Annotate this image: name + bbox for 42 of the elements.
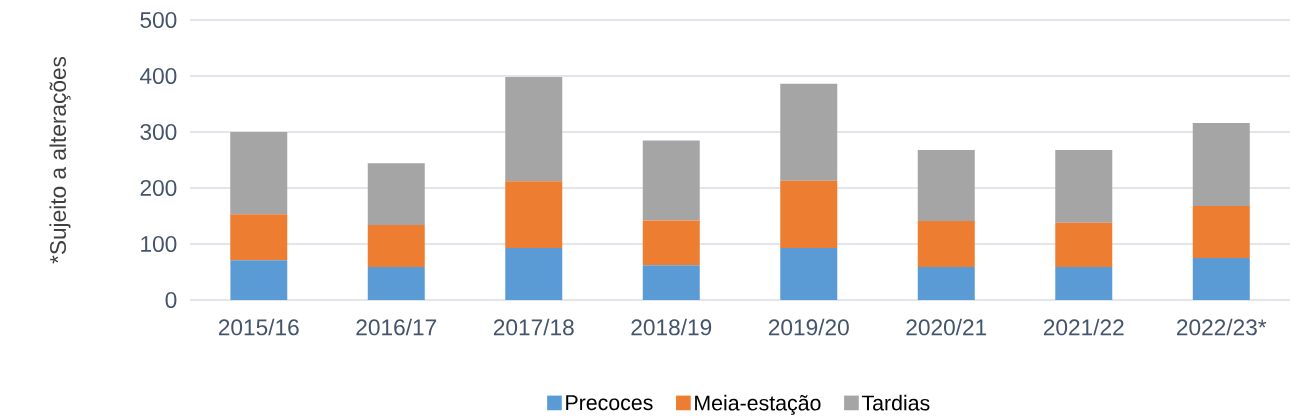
- bar: [230, 214, 288, 261]
- y-tick-label: 0: [165, 291, 177, 309]
- bar: [505, 247, 563, 300]
- bar: [780, 83, 838, 181]
- x-tick-label: 2021/22: [1043, 318, 1124, 336]
- text: *Sujeito a alterações: [49, 56, 71, 264]
- x-tick-label: 2019/20: [768, 318, 849, 336]
- bar: [642, 140, 700, 221]
- bar: [367, 266, 425, 300]
- bar: [1192, 205, 1250, 258]
- legend-label: Meia-estação: [695, 394, 821, 415]
- bar: [917, 266, 975, 300]
- x-tick-label: 2015/16: [218, 318, 299, 336]
- bar: [642, 265, 700, 300]
- bar: [505, 181, 563, 248]
- bar: [1055, 222, 1113, 267]
- legend-label: Tardias: [861, 394, 930, 411]
- bar: [1192, 258, 1250, 300]
- legend-label: Precoces: [566, 395, 653, 411]
- bar: [230, 132, 288, 215]
- y-tick-label: 200: [140, 179, 177, 197]
- bar: [367, 163, 425, 225]
- bar: [780, 180, 838, 248]
- bar: [505, 77, 563, 182]
- bar: [917, 221, 975, 267]
- y-tick-label: 500: [140, 11, 177, 29]
- bar: [1192, 123, 1250, 206]
- bar: [642, 220, 700, 266]
- x-tick-label: 2022/23*: [1177, 318, 1267, 336]
- x-tick-label: 2017/18: [493, 318, 574, 336]
- x-tick-label: 2020/21: [906, 318, 987, 336]
- bar: [1055, 149, 1113, 223]
- y-tick-label: 300: [140, 123, 177, 141]
- y-tick-label: 400: [140, 67, 177, 85]
- bar: [230, 260, 288, 300]
- bar: [1055, 266, 1113, 300]
- bar: [917, 149, 975, 222]
- y-tick-label: 100: [141, 235, 177, 253]
- x-tick-label: 2016/17: [356, 318, 437, 336]
- x-tick-label: 2018/19: [631, 318, 712, 336]
- bar: [367, 224, 425, 267]
- bar: [780, 247, 838, 300]
